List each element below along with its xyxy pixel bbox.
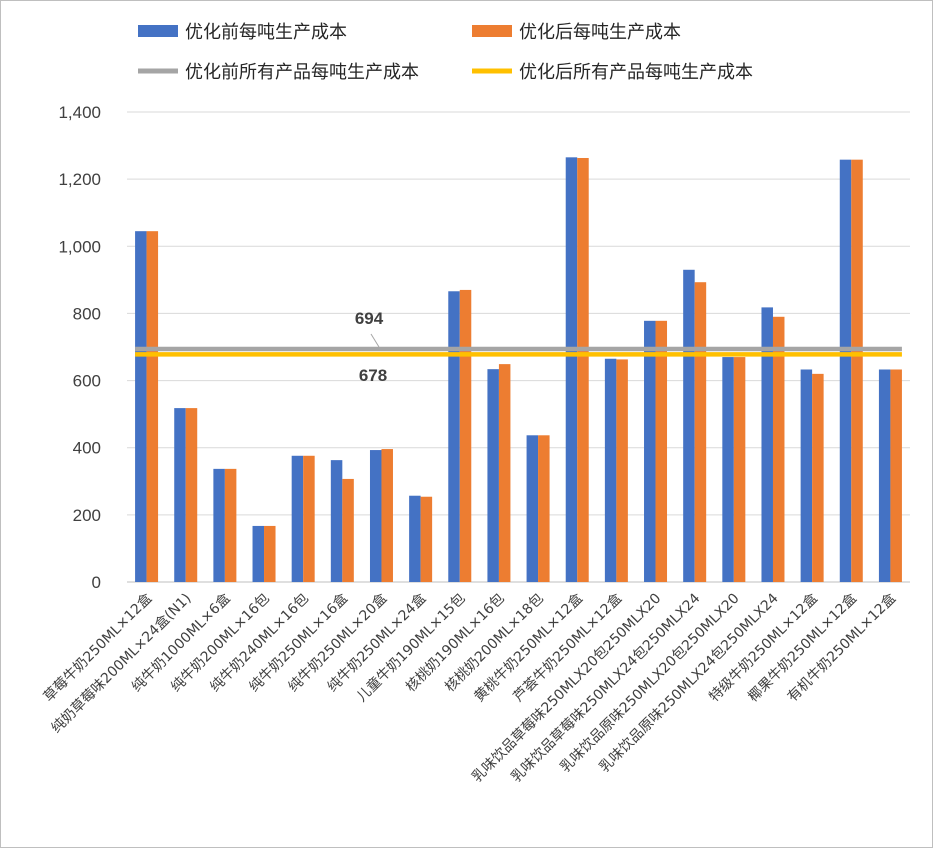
- y-tick-label: 400: [73, 439, 101, 458]
- bar-before: [644, 320, 656, 582]
- y-tick-label: 1,000: [58, 237, 101, 256]
- x-tick-label: 纯奶草莓味200ML×24盒(N1): [48, 590, 195, 737]
- bar-before: [878, 369, 891, 582]
- bar-before: [761, 307, 773, 582]
- bar-before: [291, 455, 304, 582]
- y-tick-label: 1,400: [58, 103, 101, 122]
- bar-before: [330, 460, 343, 582]
- y-axis-ticks: 0 200 400 600 800 1,000 1,200 1,400: [58, 103, 101, 592]
- bar-after: [812, 373, 824, 582]
- bar-after: [694, 282, 707, 582]
- bar-after: [772, 316, 785, 582]
- bar-after: [538, 435, 550, 582]
- bar-before: [683, 269, 695, 582]
- y-tick-label: 1,200: [58, 170, 101, 189]
- y-tick-label: 200: [73, 506, 101, 525]
- y-tick-label: 0: [92, 573, 101, 592]
- bar-after: [224, 468, 237, 582]
- bar-before: [369, 450, 382, 582]
- bar-after: [264, 525, 276, 582]
- bar-after: [146, 231, 159, 582]
- bar-after: [303, 455, 315, 582]
- bar-after: [342, 478, 354, 582]
- bar-before: [839, 159, 852, 582]
- bars: [135, 157, 902, 583]
- avg-label-leader: [370, 333, 380, 348]
- reference-lines: 694 678: [135, 309, 902, 385]
- bar-before: [800, 369, 813, 582]
- bar-after: [381, 449, 393, 582]
- legend-label-avg-after: 优化后所有产品每吨生产成本: [519, 62, 753, 83]
- bar-before: [565, 157, 578, 583]
- bar-after: [733, 357, 746, 582]
- y-tick-label: 600: [73, 372, 101, 391]
- bar-after: [851, 159, 863, 582]
- bar-before: [409, 495, 421, 582]
- legend-swatch-before: [138, 25, 178, 37]
- bar-before: [213, 468, 225, 582]
- x-axis-ticks: 草莓牛奶250ML×12盒纯奶草莓味200ML×24盒(N1)纯牛奶1000ML…: [40, 590, 899, 786]
- avg-label-before: 694: [355, 309, 384, 328]
- bar-before: [526, 435, 539, 582]
- bar-before: [174, 408, 186, 582]
- bar-before: [252, 525, 265, 582]
- bar-before: [448, 291, 460, 582]
- legend-swatch-after: [472, 25, 512, 37]
- bar-after: [616, 359, 628, 582]
- legend-label-before: 优化前每吨生产成本: [185, 22, 347, 43]
- bar-after: [498, 364, 511, 582]
- bar-before: [135, 231, 147, 582]
- bar-after: [890, 369, 902, 582]
- y-tick-label: 800: [73, 304, 101, 323]
- bar-before: [722, 357, 734, 582]
- bar-after: [459, 289, 472, 582]
- avg-label-after: 678: [359, 366, 387, 385]
- legend: 优化前每吨生产成本 优化后每吨生产成本 优化前所有产品每吨生产成本 优化后所有产…: [138, 22, 753, 83]
- bar-before: [604, 358, 617, 582]
- bar-after: [577, 157, 589, 582]
- bar-after: [185, 408, 198, 582]
- bar-before: [487, 369, 499, 582]
- legend-label-avg-before: 优化前所有产品每吨生产成本: [185, 62, 419, 83]
- bar-after: [655, 320, 668, 582]
- legend-label-after: 优化后每吨生产成本: [519, 22, 681, 43]
- bar-after: [420, 496, 433, 582]
